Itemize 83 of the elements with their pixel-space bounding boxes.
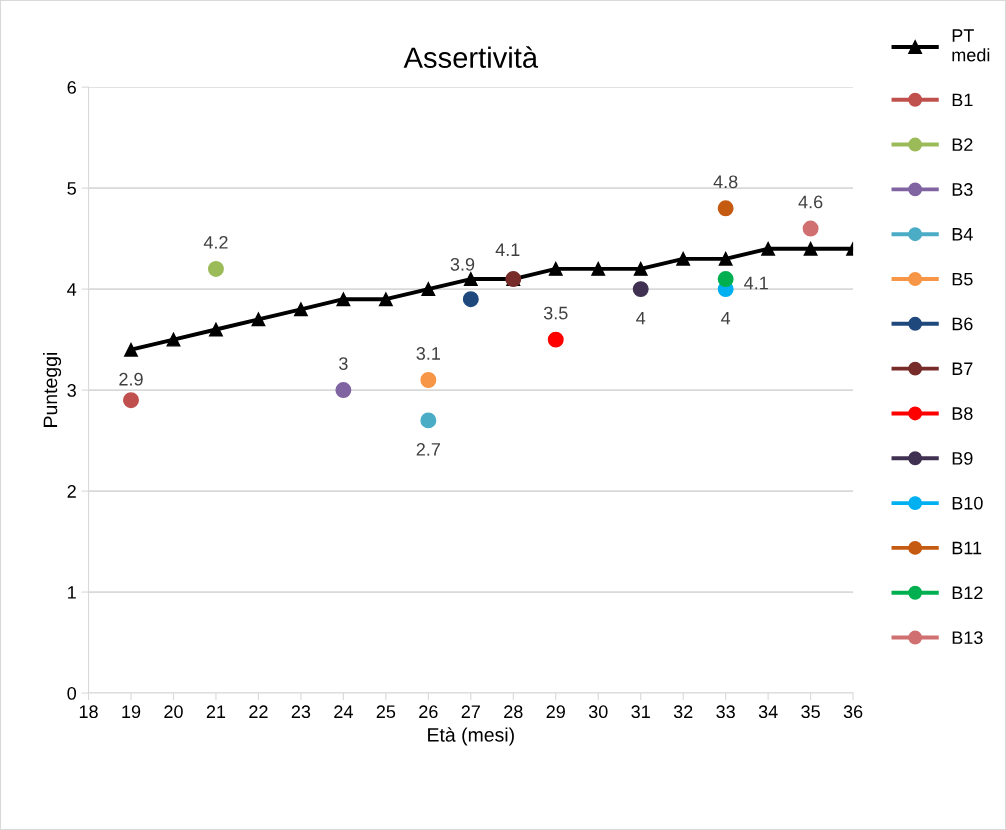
y-tick-label: 5	[67, 182, 76, 195]
point	[718, 251, 733, 266]
x-tick-label: 24	[334, 705, 353, 718]
legend-label: PT medi	[952, 29, 990, 62]
x-tick-label: 21	[206, 705, 226, 718]
x-tick-label: 20	[164, 705, 183, 719]
point	[336, 292, 351, 307]
point	[421, 282, 436, 297]
point	[803, 241, 818, 256]
y-axis-title: Punteggi	[43, 353, 62, 427]
legend-label: B3	[952, 183, 973, 196]
data-label: 3.1	[416, 347, 440, 360]
point	[632, 281, 649, 298]
point	[802, 220, 819, 237]
x-tick-label: 33	[716, 705, 735, 719]
point	[717, 271, 734, 287]
x-tick-label: 28	[504, 705, 523, 719]
point	[335, 382, 352, 399]
chart-title: Assertività	[403, 46, 539, 68]
x-tick-label: 36	[843, 705, 863, 719]
legend-label: B6	[952, 317, 973, 331]
legend-label: B9	[952, 451, 973, 465]
point	[633, 261, 648, 276]
data-label: 4.2	[203, 235, 228, 249]
point	[378, 292, 393, 307]
x-tick-label: 32	[673, 705, 693, 719]
point	[207, 260, 224, 277]
data-label: 4	[721, 311, 731, 325]
legend-label: B4	[952, 228, 973, 241]
legend-label: B5	[952, 272, 973, 286]
point	[209, 322, 223, 337]
legend-label: B10	[952, 496, 983, 510]
y-tick-label: 6	[67, 81, 76, 94]
point	[462, 291, 479, 308]
point	[123, 392, 139, 409]
point	[676, 251, 691, 266]
y-tick-label: 1	[68, 586, 76, 599]
legend-label: B11	[952, 541, 982, 555]
data-label: 4	[636, 311, 646, 325]
data-label: 3.5	[543, 306, 568, 320]
legend-label: B1	[952, 93, 973, 107]
point	[547, 331, 564, 348]
point	[548, 261, 563, 276]
y-tick-label: 3	[67, 384, 76, 397]
y-tick-label: 4	[67, 283, 77, 296]
point	[251, 312, 266, 327]
x-tick-label: 35	[801, 705, 820, 719]
point	[761, 241, 776, 256]
legend-label: B13	[952, 631, 983, 645]
data-label: 2.7	[416, 443, 440, 456]
point	[591, 261, 606, 276]
x-tick-label: 27	[461, 705, 480, 718]
x-tick-label: 34	[758, 705, 778, 719]
data-label: 2.9	[119, 372, 143, 386]
point	[166, 332, 181, 347]
x-axis-title: Età (mesi)	[428, 727, 514, 746]
legend-label: B12	[952, 586, 983, 600]
x-tick-label: 31	[631, 705, 650, 719]
point	[293, 302, 308, 317]
point	[420, 372, 437, 388]
x-tick-label: 19	[122, 705, 141, 719]
point	[717, 200, 734, 217]
y-tick-label: 0	[67, 686, 77, 700]
x-tick-label: 23	[291, 705, 311, 719]
data-label: 4.1	[744, 276, 768, 290]
x-tick-label: 18	[79, 705, 98, 719]
point	[463, 272, 478, 286]
data-label: 4.1	[495, 243, 520, 256]
legend-label: B2	[952, 138, 973, 151]
data-label: 4.8	[713, 175, 738, 189]
x-tick-label: 30	[588, 705, 608, 719]
point	[420, 412, 437, 429]
y-tick-label: 2	[67, 485, 76, 498]
x-tick-label: 29	[546, 705, 565, 719]
point	[124, 342, 138, 357]
legend-label: B8	[952, 407, 973, 420]
legend-label: B7	[952, 362, 973, 375]
x-tick-label: 25	[376, 705, 396, 719]
data-label: 3.9	[450, 257, 475, 271]
x-tick-label: 22	[249, 705, 268, 718]
data-label: 4.6	[798, 195, 823, 209]
data-label: 3	[339, 357, 348, 370]
x-tick-label: 26	[419, 705, 438, 719]
